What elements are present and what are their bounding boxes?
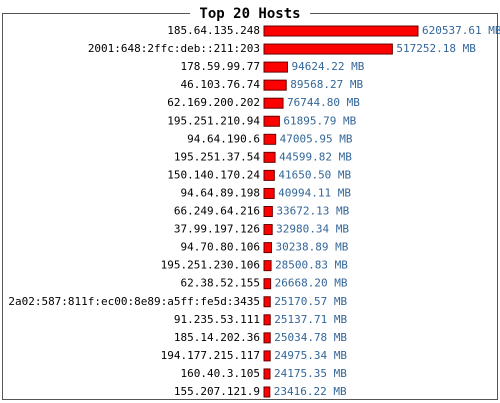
value-label: 47005.95 MB bbox=[280, 132, 353, 145]
value-label: 33672.13 MB bbox=[276, 205, 349, 218]
host-label: 160.40.3.105 bbox=[181, 367, 260, 380]
bar bbox=[263, 386, 271, 398]
bar bbox=[263, 97, 284, 109]
value-label: 89568.27 MB bbox=[290, 78, 363, 91]
bar bbox=[263, 133, 277, 145]
host-label: 185.14.202.36 bbox=[174, 331, 260, 344]
host-label: 195.251.37.54 bbox=[174, 150, 260, 163]
value-label: 44599.82 MB bbox=[279, 150, 352, 163]
host-label: 155.207.121.9 bbox=[174, 385, 260, 398]
bar bbox=[263, 368, 271, 380]
bar bbox=[263, 115, 280, 127]
bar bbox=[263, 79, 287, 91]
title-bg bbox=[190, 5, 310, 21]
value-label: 23416.22 MB bbox=[274, 385, 347, 398]
value-label: 25034.78 MB bbox=[274, 331, 347, 344]
value-label: 24975.34 MB bbox=[274, 349, 347, 362]
host-label: 62.38.52.155 bbox=[181, 277, 260, 290]
value-label: 24175.35 MB bbox=[274, 367, 347, 380]
bar bbox=[263, 296, 271, 308]
host-label: 2001:648:2ffc:deb::211:203 bbox=[88, 42, 260, 55]
host-label: 178.59.99.77 bbox=[181, 60, 260, 73]
bar bbox=[263, 187, 275, 199]
host-label: 94.64.190.6 bbox=[187, 132, 260, 145]
value-label: 30238.89 MB bbox=[276, 241, 349, 254]
host-label: 46.103.76.74 bbox=[181, 78, 261, 91]
host-label: 91.235.53.111 bbox=[174, 313, 260, 326]
bar bbox=[263, 242, 273, 254]
value-label: 28500.83 MB bbox=[275, 259, 348, 272]
value-label: 41650.50 MB bbox=[278, 168, 351, 181]
host-label: 150.140.170.24 bbox=[167, 168, 260, 181]
host-label: 195.251.230.106 bbox=[161, 259, 260, 272]
value-label: 94624.22 MB bbox=[291, 60, 364, 73]
host-label: 37.99.197.126 bbox=[174, 223, 260, 236]
chart-title: Top 20 Hosts bbox=[199, 6, 300, 22]
bar bbox=[263, 224, 273, 236]
value-label: 76744.80 MB bbox=[287, 96, 360, 109]
bar bbox=[263, 332, 271, 344]
bar bbox=[263, 25, 419, 37]
bar bbox=[263, 260, 272, 272]
host-label: 195.251.210.94 bbox=[167, 114, 260, 127]
host-label: 62.169.200.202 bbox=[167, 96, 260, 109]
host-label: 94.70.80.106 bbox=[181, 241, 260, 254]
value-label: 32980.34 MB bbox=[276, 223, 349, 236]
value-label: 61895.79 MB bbox=[283, 114, 356, 127]
bar bbox=[263, 314, 271, 326]
host-label: 2a02:587:811f:ec00:8e89:a5ff:fe5d:3435 bbox=[8, 295, 260, 308]
value-label: 26668.20 MB bbox=[275, 277, 348, 290]
value-label: 517252.18 MB bbox=[396, 42, 476, 55]
bar bbox=[263, 206, 273, 217]
bar bbox=[263, 350, 271, 362]
host-label: 194.177.215.117 bbox=[161, 349, 260, 362]
bar bbox=[263, 278, 272, 290]
bar bbox=[263, 151, 276, 163]
bar bbox=[263, 169, 275, 181]
host-label: 66.249.64.216 bbox=[174, 205, 260, 218]
value-label: 25170.57 MB bbox=[274, 295, 347, 308]
bar bbox=[263, 61, 288, 73]
value-label: 40994.11 MB bbox=[278, 186, 351, 199]
host-label: 94.64.89.198 bbox=[181, 186, 260, 199]
host-label: 185.64.135.248 bbox=[167, 24, 260, 37]
value-label: 620537.61 MB bbox=[422, 24, 500, 37]
value-label: 25137.71 MB bbox=[274, 313, 347, 326]
bar bbox=[263, 43, 393, 55]
